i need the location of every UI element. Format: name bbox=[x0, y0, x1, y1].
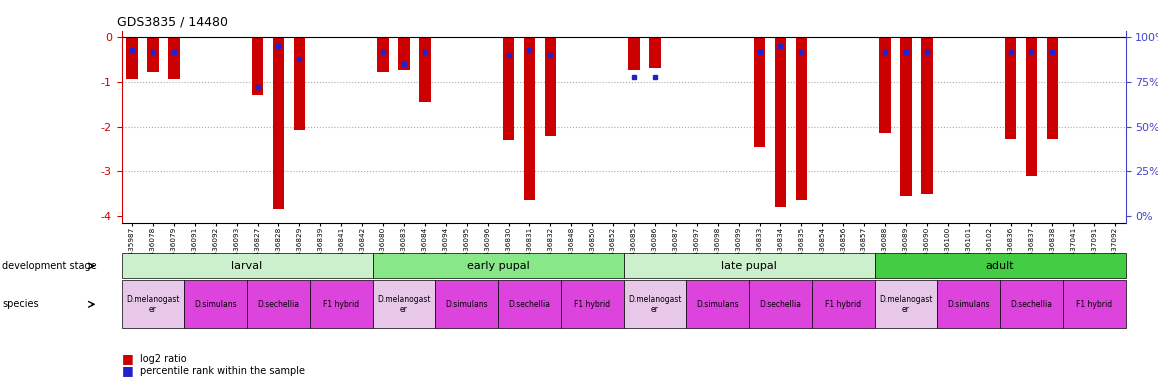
Text: D.sechellia: D.sechellia bbox=[760, 300, 801, 309]
Bar bbox=[503, 37, 514, 140]
Bar bbox=[1005, 37, 1017, 139]
Text: D.simulans: D.simulans bbox=[195, 300, 237, 309]
Bar bbox=[900, 37, 911, 196]
Bar bbox=[378, 37, 389, 72]
Text: development stage: development stage bbox=[2, 261, 97, 271]
Text: D.melanogast
er: D.melanogast er bbox=[126, 295, 179, 314]
Text: early pupal: early pupal bbox=[467, 261, 529, 271]
Text: D.simulans: D.simulans bbox=[947, 300, 990, 309]
Bar bbox=[879, 37, 891, 133]
Bar bbox=[1047, 37, 1058, 139]
Text: F1 hybrid: F1 hybrid bbox=[323, 300, 359, 309]
Bar bbox=[126, 37, 138, 79]
Text: ■: ■ bbox=[122, 364, 133, 377]
Bar bbox=[796, 37, 807, 200]
Bar bbox=[273, 37, 284, 209]
Bar bbox=[775, 37, 786, 207]
Bar bbox=[544, 37, 556, 136]
Text: ■: ■ bbox=[122, 353, 133, 366]
Text: D.sechellia: D.sechellia bbox=[257, 300, 300, 309]
Text: species: species bbox=[2, 299, 39, 310]
Text: D.melanogast
er: D.melanogast er bbox=[628, 295, 682, 314]
Text: percentile rank within the sample: percentile rank within the sample bbox=[140, 366, 305, 376]
Text: D.simulans: D.simulans bbox=[696, 300, 739, 309]
Text: D.melanogast
er: D.melanogast er bbox=[879, 295, 932, 314]
Bar bbox=[1026, 37, 1038, 176]
Text: F1 hybrid: F1 hybrid bbox=[826, 300, 862, 309]
Bar bbox=[523, 37, 535, 200]
Bar bbox=[294, 37, 305, 130]
Bar bbox=[147, 37, 159, 72]
Text: late pupal: late pupal bbox=[721, 261, 777, 271]
Text: F1 hybrid: F1 hybrid bbox=[1076, 300, 1113, 309]
Bar bbox=[168, 37, 179, 79]
Text: D.sechellia: D.sechellia bbox=[1011, 300, 1053, 309]
Text: D.sechellia: D.sechellia bbox=[508, 300, 550, 309]
Text: larval: larval bbox=[232, 261, 263, 271]
Bar bbox=[251, 37, 263, 96]
Bar bbox=[419, 37, 431, 102]
Text: adult: adult bbox=[985, 261, 1014, 271]
Text: log2 ratio: log2 ratio bbox=[140, 354, 186, 364]
Bar bbox=[629, 37, 639, 70]
Bar bbox=[398, 37, 410, 70]
Text: D.melanogast
er: D.melanogast er bbox=[378, 295, 431, 314]
Bar bbox=[650, 37, 661, 68]
Text: GDS3835 / 14480: GDS3835 / 14480 bbox=[117, 15, 228, 28]
Text: F1 hybrid: F1 hybrid bbox=[574, 300, 610, 309]
Text: D.simulans: D.simulans bbox=[446, 300, 488, 309]
Bar bbox=[921, 37, 932, 194]
Bar bbox=[754, 37, 765, 147]
